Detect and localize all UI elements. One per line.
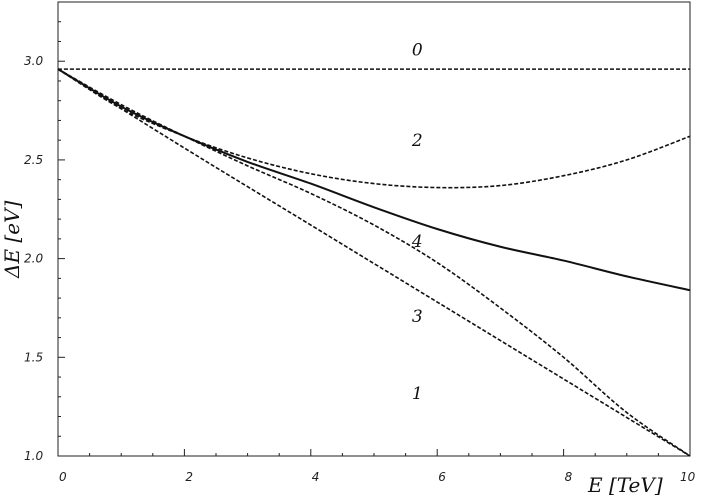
y-tick-label: 2.0 [24, 252, 43, 266]
plot-frame [57, 1, 691, 457]
x-tick-label: 10 [680, 470, 696, 484]
series-line-1 [57, 68, 691, 457]
y-axis-label: ΔE [eV] [0, 201, 24, 279]
series-line-3 [57, 68, 691, 457]
curve-label-3: 3 [412, 307, 423, 327]
curve-labels-layer: 0 1 2 3 4 [411, 40, 423, 403]
curve-label-0: 0 [412, 40, 423, 60]
x-tick-label: 6 [438, 470, 446, 484]
curve-label-4: 4 [411, 232, 423, 252]
x-tick-label: 4 [312, 470, 320, 484]
curve-label-1: 1 [412, 384, 423, 404]
series-line-4 [57, 68, 691, 292]
ticks-layer: 0 2 4 6 8 101.01.52.02.53.0 [24, 21, 696, 484]
y-tick-label: 1.0 [24, 449, 43, 463]
y-tick-label: 3.0 [24, 54, 43, 68]
x-axis-label: E [TeV] [587, 473, 663, 496]
x-tick-label: 2 [185, 470, 193, 484]
x-tick-label: 0 [59, 470, 67, 484]
series-layer [57, 68, 691, 457]
y-tick-label: 1.5 [24, 350, 43, 364]
curve-label-2: 2 [411, 131, 423, 151]
x-tick-label: 8 [565, 470, 573, 484]
y-tick-label: 2.5 [24, 153, 43, 167]
